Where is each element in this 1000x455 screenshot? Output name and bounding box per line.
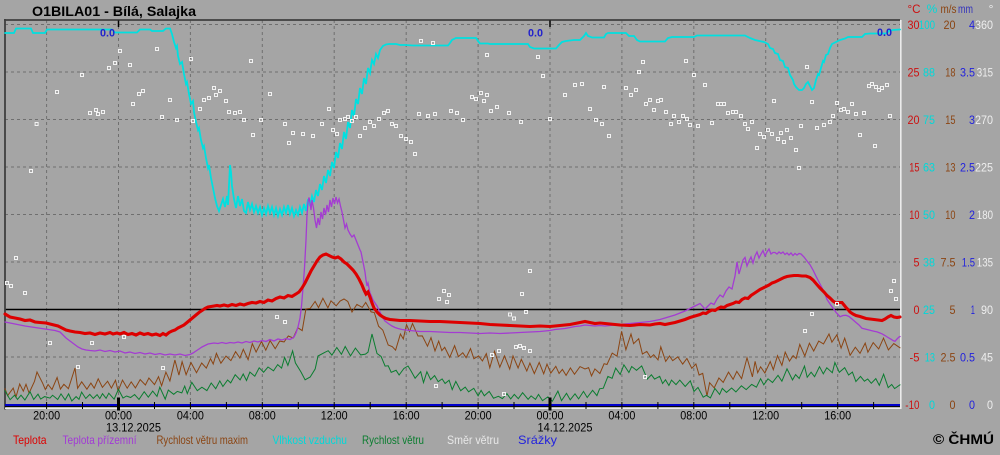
svg-text:2: 2 bbox=[969, 208, 975, 222]
svg-text:Rychlost větru: Rychlost větru bbox=[362, 433, 424, 447]
svg-text:100: 100 bbox=[919, 18, 935, 32]
svg-text:30: 30 bbox=[908, 18, 920, 32]
svg-text:88: 88 bbox=[923, 66, 935, 80]
svg-text:0: 0 bbox=[969, 398, 975, 412]
svg-text:08:00: 08:00 bbox=[680, 411, 707, 423]
svg-text:0.0: 0.0 bbox=[877, 27, 892, 39]
svg-text:90: 90 bbox=[981, 303, 993, 317]
svg-text:20: 20 bbox=[944, 18, 956, 32]
svg-text:0.5: 0.5 bbox=[960, 351, 975, 365]
svg-text:10: 10 bbox=[909, 208, 919, 222]
svg-text:0.0: 0.0 bbox=[528, 28, 543, 40]
svg-text:0: 0 bbox=[950, 398, 956, 412]
svg-text:20: 20 bbox=[908, 113, 920, 127]
svg-text:50: 50 bbox=[923, 208, 935, 222]
svg-text:135: 135 bbox=[977, 256, 993, 270]
svg-text:15: 15 bbox=[945, 113, 955, 127]
svg-text:13.12.2025: 13.12.2025 bbox=[106, 423, 161, 435]
svg-text:Rychlost větru maxim: Rychlost větru maxim bbox=[157, 433, 249, 447]
svg-text:5: 5 bbox=[950, 303, 956, 317]
svg-text:2.5: 2.5 bbox=[941, 351, 956, 365]
svg-text:14.12.2025: 14.12.2025 bbox=[538, 423, 593, 435]
svg-text:00:00: 00:00 bbox=[537, 411, 564, 423]
svg-text:13: 13 bbox=[925, 351, 935, 365]
svg-text:270: 270 bbox=[975, 113, 993, 127]
svg-text:5: 5 bbox=[914, 256, 920, 270]
svg-text:04:00: 04:00 bbox=[608, 411, 635, 423]
svg-text:315: 315 bbox=[977, 66, 993, 80]
svg-text:16:00: 16:00 bbox=[824, 411, 851, 423]
svg-text:O1BILA01 - Bílá, Salajka: O1BILA01 - Bílá, Salajka bbox=[32, 3, 196, 19]
svg-text:Teplota přízemní: Teplota přízemní bbox=[63, 433, 138, 447]
svg-text:-10: -10 bbox=[905, 398, 919, 412]
svg-text:© ČHMÚ: © ČHMÚ bbox=[933, 432, 994, 447]
svg-text:m/s: m/s bbox=[941, 2, 957, 16]
svg-text:Směr větru: Směr větru bbox=[447, 433, 499, 447]
svg-text:%: % bbox=[927, 2, 938, 16]
svg-text:2.5: 2.5 bbox=[960, 161, 975, 175]
svg-text:12:00: 12:00 bbox=[752, 411, 779, 423]
svg-text:Vlhkost vzduchu: Vlhkost vzduchu bbox=[273, 433, 348, 447]
svg-text:0.0: 0.0 bbox=[100, 28, 115, 40]
svg-text:75: 75 bbox=[923, 113, 935, 127]
svg-text:04:00: 04:00 bbox=[177, 411, 204, 423]
svg-text:45: 45 bbox=[981, 351, 993, 365]
svg-text:7.5: 7.5 bbox=[941, 256, 956, 270]
svg-text:20:00: 20:00 bbox=[33, 411, 60, 423]
svg-text:4: 4 bbox=[969, 18, 975, 32]
svg-text:3.5: 3.5 bbox=[960, 66, 975, 80]
svg-text:1.5: 1.5 bbox=[962, 256, 975, 270]
svg-text:25: 25 bbox=[923, 303, 935, 317]
svg-text:20:00: 20:00 bbox=[465, 411, 492, 423]
svg-text:63: 63 bbox=[923, 161, 935, 175]
svg-text:Teplota: Teplota bbox=[13, 433, 47, 447]
svg-text:00:00: 00:00 bbox=[105, 411, 132, 423]
svg-text:1: 1 bbox=[971, 303, 975, 317]
svg-text:180: 180 bbox=[977, 208, 993, 222]
svg-text:225: 225 bbox=[975, 161, 993, 175]
svg-text:0: 0 bbox=[914, 303, 920, 317]
svg-text:0: 0 bbox=[929, 398, 935, 412]
svg-text:0: 0 bbox=[987, 398, 993, 412]
svg-text:08:00: 08:00 bbox=[249, 411, 276, 423]
svg-text:-5: -5 bbox=[910, 351, 920, 365]
svg-text:°C: °C bbox=[908, 2, 921, 16]
svg-text:25: 25 bbox=[908, 66, 920, 80]
svg-text:3: 3 bbox=[969, 113, 975, 127]
svg-text:15: 15 bbox=[909, 161, 919, 175]
svg-text:18: 18 bbox=[945, 66, 955, 80]
svg-text:Srážky: Srážky bbox=[518, 433, 557, 447]
svg-text:13: 13 bbox=[945, 161, 955, 175]
svg-text:°: ° bbox=[989, 2, 994, 16]
svg-text:mm: mm bbox=[958, 2, 973, 16]
svg-text:12:00: 12:00 bbox=[321, 411, 348, 423]
svg-text:38: 38 bbox=[923, 256, 935, 270]
svg-text:16:00: 16:00 bbox=[393, 411, 420, 423]
svg-text:360: 360 bbox=[975, 18, 993, 32]
svg-text:10: 10 bbox=[945, 208, 955, 222]
